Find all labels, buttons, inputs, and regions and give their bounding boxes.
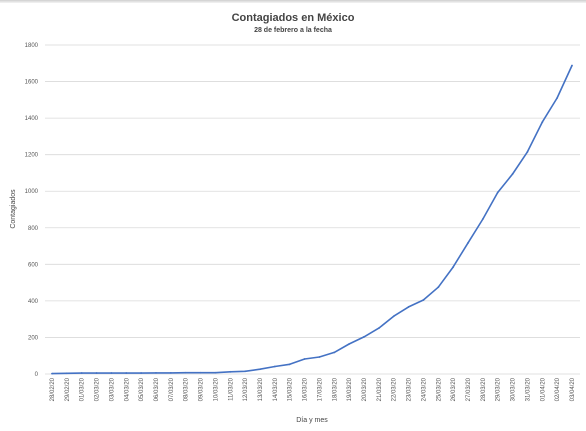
x-tick-label: 01/04/20 [540,377,546,401]
data-point [467,242,469,244]
x-tick-label: 04/03/20 [124,377,130,401]
x-tick-label: 10/03/20 [213,377,219,401]
x-tick-label: 17/03/20 [317,377,323,401]
data-point [125,372,128,374]
data-point [244,370,247,373]
x-tick-label: 15/03/20 [288,377,294,401]
x-tick-label: 05/03/20 [139,377,145,401]
x-tick-label: 13/03/20 [258,377,264,401]
data-point [333,351,336,354]
x-tick-label: 12/03/20 [243,377,249,401]
x-tick-label: 07/03/20 [169,377,175,401]
y-tick-label: 0 [35,372,39,378]
x-tick-label: 03/03/20 [109,377,115,401]
data-point [496,191,499,194]
y-tick-label: 1600 [25,80,39,86]
data-point [481,218,484,220]
x-tick-label: 20/03/20 [362,377,368,401]
x-tick-label: 28/03/20 [481,377,487,401]
data-point [199,371,202,374]
data-point [214,371,217,374]
data-point [318,356,321,358]
data-point [65,372,68,375]
data-point [452,266,455,268]
data-point [303,358,306,360]
data-point [526,151,529,153]
x-tick-label: 24/03/20 [421,377,427,401]
data-point [140,372,143,374]
x-tick-label: 31/03/20 [525,377,531,401]
chart-title: Contagiados en México [232,12,355,24]
data-point [51,372,53,375]
y-tick-label: 1400 [25,116,39,122]
data-point [556,97,559,99]
data-point [422,299,425,301]
x-tick-label: 29/03/20 [496,377,502,401]
x-tick-label: 23/03/20 [407,377,413,401]
x-tick-label: 16/03/20 [303,377,309,401]
data-point [377,327,380,330]
y-tick-label: 1200 [25,153,39,159]
data-point [169,372,172,374]
x-tick-label: 11/03/20 [228,377,234,401]
data-point [541,121,544,124]
x-tick-label: 28/02/20 [50,377,56,401]
data-point [348,343,351,345]
x-tick-label: 08/03/20 [184,377,190,401]
data-point [392,315,395,318]
x-tick-label: 09/03/20 [199,377,205,401]
x-tick-label: 21/03/20 [377,377,383,401]
y-tick-label: 600 [28,262,39,268]
data-point [511,173,514,175]
x-tick-label: 22/03/20 [392,377,398,401]
y-tick-label: 800 [28,226,39,232]
data-point [155,372,157,374]
x-tick-label: 29/02/20 [65,377,71,401]
x-axis-ticks: 28/02/20 29/02/20 01/03/20 02/03/20 03/03/20… [50,377,576,401]
top-border [0,0,586,3]
data-point [571,64,573,67]
data-point [95,372,98,374]
y-tick-label: 400 [28,299,39,305]
x-tick-label: 25/03/20 [436,377,442,401]
x-tick-label: 27/03/20 [466,377,472,401]
data-point [437,286,440,289]
chart-subtitle: 28 de febrero a la fecha [254,27,332,34]
data-point [288,363,291,366]
x-tick-label: 01/03/20 [80,377,86,401]
y-axis-label: Contagiados [10,189,17,229]
x-axis-label: Día y mes [296,417,328,424]
x-tick-label: 30/03/20 [511,377,517,401]
data-point [229,370,232,373]
y-tick-label: 200 [28,335,39,341]
data-point [80,372,83,374]
x-tick-label: 02/03/20 [95,377,101,401]
x-tick-label: 18/03/20 [332,377,338,401]
x-tick-label: 06/03/20 [154,377,160,401]
gridlines [45,44,580,375]
data-point [407,306,410,308]
x-tick-label: 26/03/20 [451,377,457,401]
x-tick-label: 03/04/20 [570,377,576,401]
data-point [259,368,261,371]
data-point [273,365,276,368]
x-tick-label: 02/04/20 [555,377,561,401]
y-tick-label: 1000 [25,189,39,195]
data-point [110,372,113,374]
data-point [363,335,365,338]
data-points [51,64,573,375]
x-tick-label: 19/03/20 [347,377,353,401]
data-point [184,371,187,374]
y-tick-label: 1800 [25,43,39,49]
x-tick-label: 14/03/20 [273,377,279,401]
series-line [51,65,573,375]
y-axis-ticks: 0 200 400 600 800 1000 1200 1400 1600 1800 [25,43,39,378]
